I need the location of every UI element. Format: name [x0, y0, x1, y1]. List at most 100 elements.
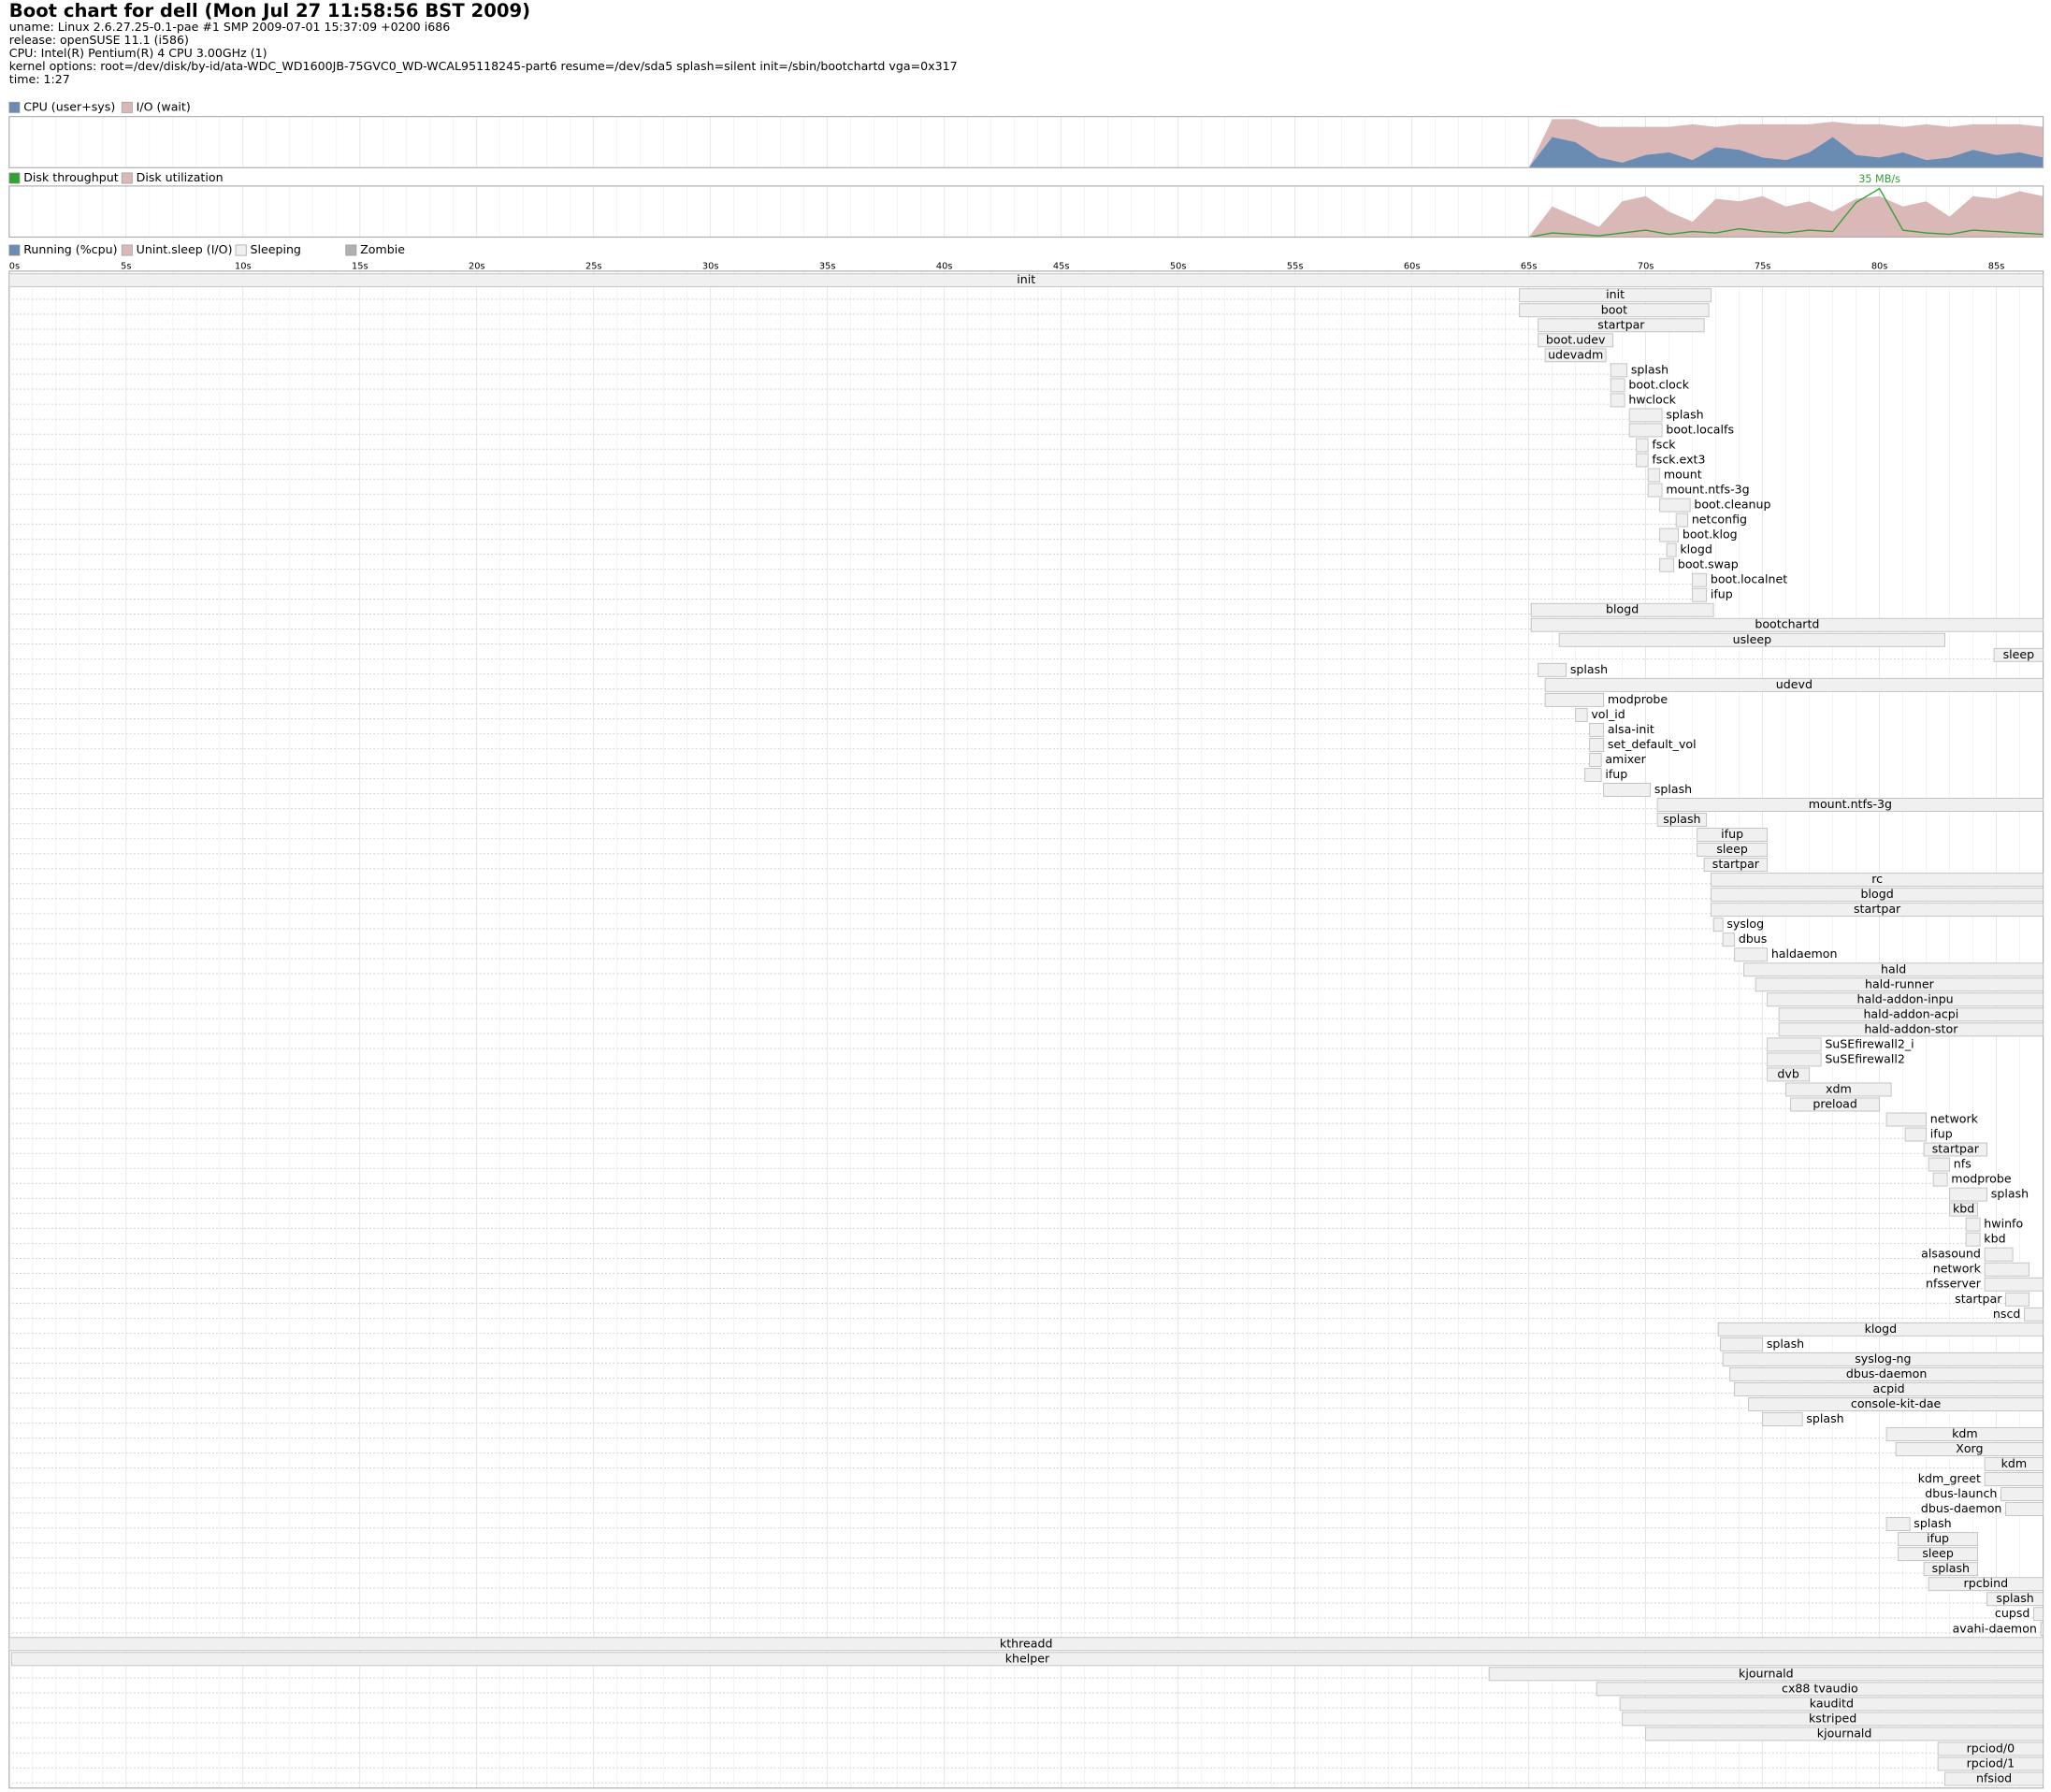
process-bar — [1984, 1247, 2014, 1262]
process-label: udevd — [1776, 677, 1813, 691]
process-bar — [1743, 962, 2044, 977]
process-bar — [1610, 363, 1628, 378]
process-label: kbd — [1953, 1202, 1974, 1216]
process-label: hald-addon-acpi — [1863, 1006, 1958, 1020]
process-bar — [1647, 483, 1663, 498]
process-bar — [1596, 1682, 2044, 1697]
header-line: kernel options: root=/dev/disk/by-id/ata… — [9, 59, 958, 73]
process-label: ifup — [1927, 1531, 1949, 1545]
process-label: startpar — [1955, 1292, 2002, 1306]
process-label: network — [1933, 1262, 1982, 1276]
legend-label: CPU (user+sys) — [23, 99, 115, 113]
process-bar — [8, 1637, 2044, 1652]
legend-swatch — [8, 244, 21, 256]
x-tick-label: 65s — [1521, 261, 1538, 271]
process-bar — [1530, 617, 2044, 632]
process-bar — [1645, 1727, 2044, 1741]
process-bar — [1584, 768, 1602, 782]
chart-frame — [8, 185, 2044, 238]
header-line: uname: Linux 2.6.27.25-0.1-pae #1 SMP 20… — [9, 20, 450, 34]
process-bar — [1692, 587, 1708, 602]
process-label: hald — [1881, 961, 1906, 975]
process-label: haldaemon — [1771, 947, 1838, 961]
process-label: hald-addon-stor — [1864, 1021, 1958, 1035]
process-label: mount — [1664, 468, 1702, 482]
process-label: splash — [1991, 1187, 2029, 1201]
process-bar — [1628, 423, 1663, 438]
process-label: boot.localfs — [1666, 422, 1734, 436]
process-bar — [1898, 1547, 1979, 1562]
process-label: sleep — [1716, 842, 1748, 856]
process-label: mount.ntfs-3g — [1666, 483, 1749, 497]
x-tick-label: 0s — [9, 261, 20, 271]
process-label: hwinfo — [1984, 1217, 2023, 1231]
process-bar — [1734, 947, 1769, 962]
process-label: splash — [1914, 1516, 1951, 1530]
process-label: modprobe — [1951, 1172, 2012, 1186]
process-bar — [1885, 1427, 2044, 1441]
legend-label: Disk throughput — [23, 170, 119, 184]
process-label: boot — [1601, 302, 1627, 316]
legend-label: Running (%cpu) — [23, 242, 117, 256]
process-label: klogd — [1680, 542, 1712, 556]
process-bar — [1703, 858, 1769, 873]
process-bar — [1530, 602, 1714, 617]
process-bar — [1885, 1112, 1928, 1127]
process-bar — [1734, 1381, 2044, 1396]
legend-swatch — [121, 172, 133, 184]
process-label: fsck — [1652, 437, 1676, 451]
process-label: rpciod/0 — [1967, 1741, 2015, 1755]
process-label: syslog — [1726, 917, 1764, 931]
process-label: splash — [1663, 812, 1700, 826]
process-bar — [1666, 542, 1677, 557]
process-bar — [1722, 1351, 2044, 1366]
process-bar — [1697, 828, 1769, 842]
process-label: dvb — [1777, 1066, 1798, 1080]
process-bar — [1544, 348, 1607, 363]
process-bar — [1928, 1577, 2044, 1592]
process-bar — [1717, 1322, 2044, 1337]
process-label: fsck.ext3 — [1652, 452, 1705, 466]
legend-label: Unint.sleep (I/O) — [137, 242, 233, 256]
process-bar — [1986, 1592, 2044, 1607]
process-bar — [1885, 1517, 1911, 1532]
process-bar — [1675, 513, 1689, 527]
process-label: kthreadd — [1000, 1636, 1053, 1650]
process-bar — [1656, 813, 1708, 827]
process-label: splash — [1666, 407, 1703, 421]
process-bar — [1932, 1172, 1948, 1187]
process-bar — [1711, 903, 2044, 918]
process-bar — [1558, 632, 1946, 647]
process-label: startpar — [1854, 902, 1901, 916]
process-label: hald-runner — [1865, 976, 1935, 990]
process-bar — [1610, 378, 1625, 393]
process-label: netconfig — [1692, 513, 1747, 527]
process-label: dbus-daemon — [1921, 1501, 2001, 1515]
x-tick-label: 70s — [1638, 261, 1654, 271]
process-label: nfsserver — [1926, 1277, 1982, 1291]
process-bar — [1589, 722, 1605, 737]
process-bar — [1610, 393, 1625, 408]
process-bar — [1538, 662, 1567, 677]
process-bar — [1993, 647, 2044, 662]
process-label: dbus — [1739, 932, 1768, 946]
process-bar — [1895, 1442, 2044, 1456]
process-label: mount.ntfs-3g — [1809, 797, 1892, 811]
process-bar — [1711, 888, 2044, 903]
process-bar — [1923, 1562, 1979, 1577]
process-bar — [1722, 932, 1736, 947]
process-bar — [8, 273, 2044, 288]
process-bar — [1785, 1082, 1892, 1097]
throughput-max-label: 35 MB/s — [1858, 173, 1900, 185]
process-label: kstriped — [1809, 1711, 1856, 1725]
process-label: boot.clock — [1628, 377, 1689, 391]
x-tick-label: 30s — [702, 261, 719, 271]
process-bar — [1944, 1771, 2044, 1786]
process-label: splash — [1932, 1561, 1970, 1575]
process-label: kdm_greet — [1918, 1471, 1981, 1485]
process-label: udevadm — [1548, 347, 1603, 361]
process-bar — [1692, 572, 1708, 587]
legend-label: Disk utilization — [137, 170, 224, 184]
process-bar — [1711, 873, 2044, 888]
process-label: splash — [1654, 782, 1692, 796]
